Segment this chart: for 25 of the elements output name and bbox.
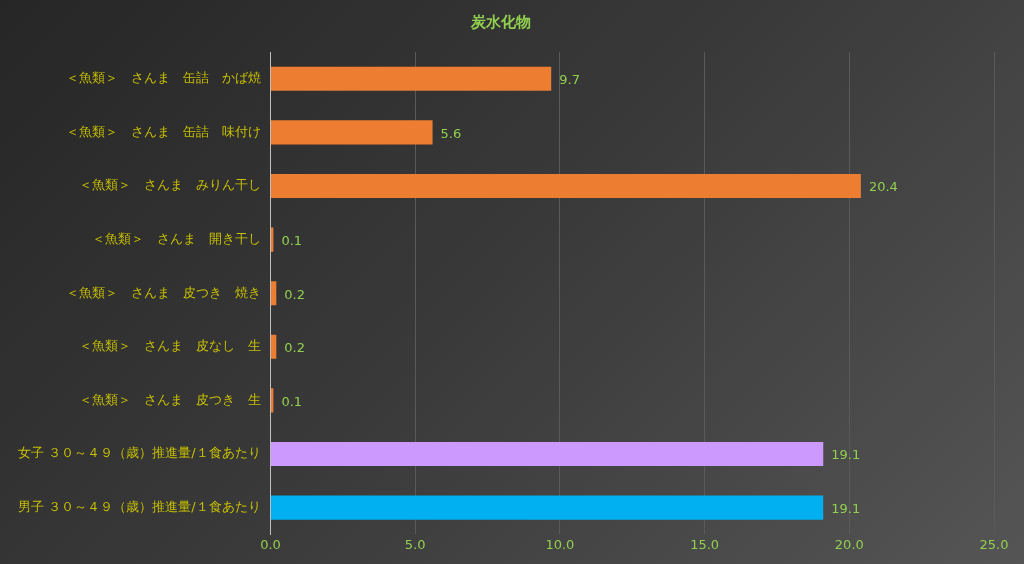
x-tick-label: 10.0	[545, 536, 575, 552]
y-tick-label: ＜魚類＞ さんま 皮なし 生	[78, 338, 261, 354]
y-tick-label: ＜魚類＞ さんま 缶詰 味付け	[65, 123, 261, 139]
data-label: 19.1	[831, 500, 861, 516]
x-tick-label: 25.0	[979, 536, 1009, 552]
y-tick-label: 男子 ３０～４９（歳）推進量/１食あたり	[18, 498, 261, 514]
x-tick-label: 15.0	[690, 536, 720, 552]
data-label: 0.2	[284, 286, 305, 302]
data-label: 0.1	[281, 232, 303, 248]
y-tick-label: ＜魚類＞ さんま 皮つき 焼き	[65, 284, 261, 300]
x-tick-label: 5.0	[404, 536, 426, 552]
data-label: 19.1	[831, 447, 861, 463]
y-tick-label: ＜魚類＞ さんま みりん干し	[78, 177, 261, 193]
data-label: 9.7	[559, 72, 580, 88]
x-tick-label: 20.0	[834, 536, 864, 552]
y-tick-label: ＜魚類＞ さんま 開き干し	[91, 230, 261, 246]
data-label: 0.1	[281, 393, 303, 409]
data-label: 0.2	[284, 340, 305, 356]
data-label: 5.6	[440, 125, 462, 141]
x-tick-label: 0.0	[260, 536, 281, 552]
y-tick-label: ＜魚類＞ さんま 皮つき 生	[78, 391, 261, 407]
chart-title: 炭水化物	[470, 12, 531, 31]
data-label: 20.4	[868, 179, 898, 195]
y-tick-label: ＜魚類＞ さんま 缶詰 かば焼	[65, 70, 261, 86]
y-tick-label: 女子 ３０～４９（歳）推進量/１食あたり	[18, 445, 261, 461]
